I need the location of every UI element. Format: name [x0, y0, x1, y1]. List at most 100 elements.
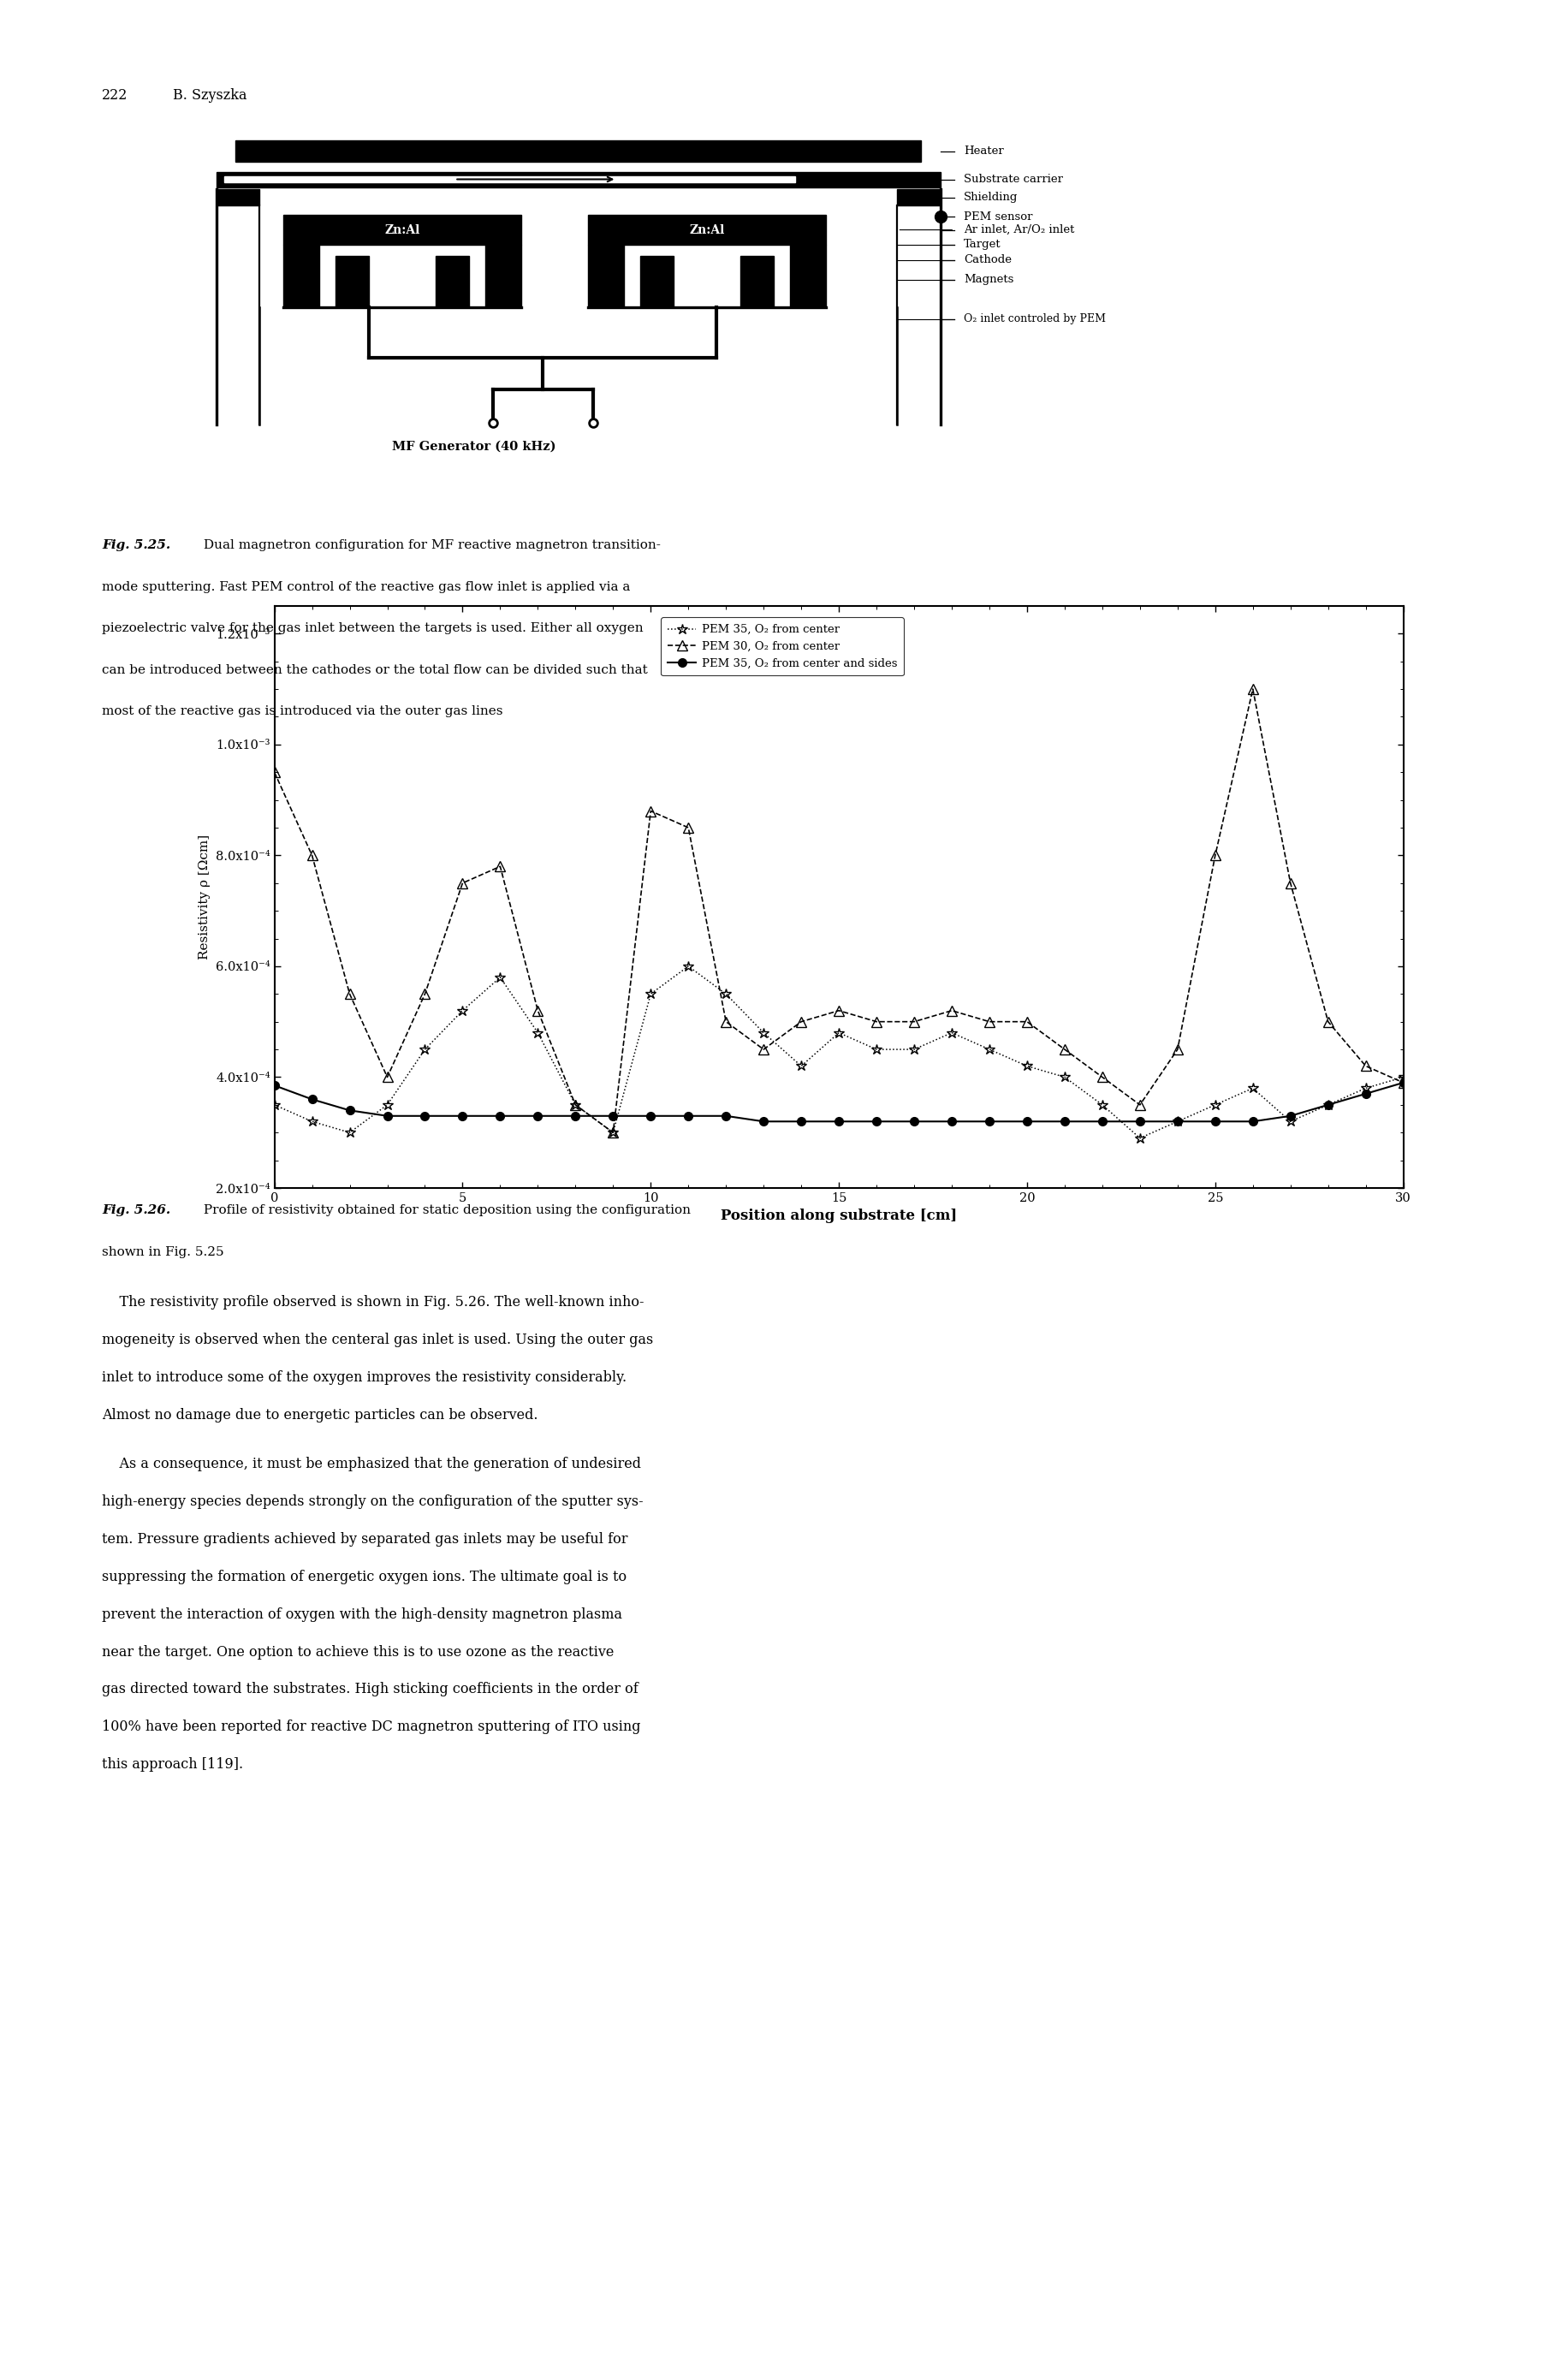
PEM 30, O₂ from center: [528, 996, 547, 1024]
X-axis label: Position along substrate [cm]: Position along substrate [cm]: [721, 1209, 956, 1224]
PEM 35, O₂ from center: [1168, 1107, 1187, 1136]
PEM 30, O₂ from center: [1206, 841, 1225, 870]
PEM 35, O₂ from center and sides: [1206, 1107, 1225, 1136]
PEM 30, O₂ from center: [1319, 1007, 1338, 1036]
PEM 35, O₂ from center: [1206, 1091, 1225, 1119]
PEM 35, O₂ from center: [453, 996, 472, 1024]
PEM 35, O₂ from center: [416, 1036, 434, 1064]
PEM 30, O₂ from center: [1131, 1091, 1149, 1119]
Text: mode sputtering. Fast PEM control of the reactive gas flow inlet is applied via : mode sputtering. Fast PEM control of the…: [102, 582, 630, 594]
Text: Magnets: Magnets: [964, 273, 1014, 285]
PEM 35, O₂ from center and sides: [1356, 1079, 1375, 1107]
Text: Shielding: Shielding: [964, 192, 1018, 202]
PEM 35, O₂ from center and sides: [679, 1102, 698, 1131]
Text: mogeneity is observed when the centeral gas inlet is used. Using the outer gas: mogeneity is observed when the centeral …: [102, 1333, 654, 1347]
PEM 35, O₂ from center: [566, 1091, 585, 1119]
PEM 35, O₂ from center: [528, 1019, 547, 1048]
PEM 35, O₂ from center: [378, 1091, 397, 1119]
Text: high-energy species depends strongly on the configuration of the sputter sys-: high-energy species depends strongly on …: [102, 1495, 643, 1509]
Text: Ar inlet, Ar/O₂ inlet: Ar inlet, Ar/O₂ inlet: [964, 223, 1074, 235]
Line: PEM 35, O₂ from center and sides: PEM 35, O₂ from center and sides: [270, 1079, 1408, 1126]
PEM 30, O₂ from center: [566, 1091, 585, 1119]
PEM 30, O₂ from center: [1093, 1062, 1112, 1091]
PEM 30, O₂ from center: [265, 758, 284, 786]
PEM 30, O₂ from center: [1394, 1069, 1413, 1098]
Bar: [485, 245, 521, 307]
Text: piezoelectric valve for the gas inlet between the targets is used. Either all ox: piezoelectric valve for the gas inlet be…: [102, 623, 643, 634]
PEM 30, O₂ from center: [378, 1062, 397, 1091]
PEM 35, O₂ from center: [792, 1053, 811, 1081]
PEM 35, O₂ from center and sides: [1281, 1102, 1300, 1131]
PEM 30, O₂ from center: [1356, 1053, 1375, 1081]
Bar: [740, 257, 773, 307]
PEM 35, O₂ from center and sides: [942, 1107, 961, 1136]
PEM 35, O₂ from center and sides: [1243, 1107, 1262, 1136]
PEM 35, O₂ from center and sides: [980, 1107, 999, 1136]
PEM 35, O₂ from center: [303, 1107, 321, 1136]
PEM 35, O₂ from center: [1093, 1091, 1112, 1119]
PEM 35, O₂ from center and sides: [792, 1107, 811, 1136]
PEM 35, O₂ from center and sides: [491, 1102, 510, 1131]
Bar: [588, 245, 624, 307]
Text: Fig. 5.26.: Fig. 5.26.: [102, 1205, 171, 1217]
PEM 30, O₂ from center: [1168, 1036, 1187, 1064]
PEM 35, O₂ from center and sides: [604, 1102, 622, 1131]
PEM 35, O₂ from center: [1394, 1062, 1413, 1091]
PEM 35, O₂ from center: [1243, 1074, 1262, 1102]
Text: near the target. One option to achieve this is to use ozone as the reactive: near the target. One option to achieve t…: [102, 1644, 615, 1658]
PEM 35, O₂ from center and sides: [1131, 1107, 1149, 1136]
PEM 35, O₂ from center and sides: [754, 1107, 773, 1136]
PEM 30, O₂ from center: [942, 996, 961, 1024]
PEM 30, O₂ from center: [754, 1036, 773, 1064]
Text: Profile of resistivity obtained for static deposition using the configuration: Profile of resistivity obtained for stat…: [199, 1205, 690, 1217]
PEM 30, O₂ from center: [1281, 870, 1300, 898]
Text: B. Szyszka: B. Szyszka: [172, 88, 246, 102]
Text: 222: 222: [102, 88, 129, 102]
Text: this approach [119].: this approach [119].: [102, 1758, 243, 1772]
Y-axis label: Resistivity ρ [Ωcm]: Resistivity ρ [Ωcm]: [199, 834, 212, 960]
PEM 35, O₂ from center: [867, 1036, 886, 1064]
Text: tem. Pressure gradients achieved by separated gas inlets may be useful for: tem. Pressure gradients achieved by sepa…: [102, 1533, 627, 1547]
Text: O₂ inlet controled by PEM: O₂ inlet controled by PEM: [964, 314, 1105, 326]
PEM 30, O₂ from center: [453, 870, 472, 898]
Text: Substrate carrier: Substrate carrier: [964, 173, 1063, 185]
PEM 35, O₂ from center: [265, 1091, 284, 1119]
PEM 35, O₂ from center: [980, 1036, 999, 1064]
Bar: [216, 171, 941, 188]
Text: Zn:Al: Zn:Al: [384, 223, 420, 235]
PEM 35, O₂ from center and sides: [528, 1102, 547, 1131]
PEM 30, O₂ from center: [491, 853, 510, 881]
PEM 35, O₂ from center and sides: [1055, 1107, 1074, 1136]
Bar: [284, 245, 320, 307]
PEM 35, O₂ from center and sides: [641, 1102, 660, 1131]
PEM 35, O₂ from center: [1055, 1062, 1074, 1091]
Text: The resistivity profile observed is shown in Fig. 5.26. The well-known inho-: The resistivity profile observed is show…: [102, 1295, 644, 1309]
Bar: [640, 257, 674, 307]
PEM 30, O₂ from center: [905, 1007, 924, 1036]
PEM 30, O₂ from center: [604, 1119, 622, 1148]
Text: inlet to introduce some of the oxygen improves the resistivity considerably.: inlet to introduce some of the oxygen im…: [102, 1371, 627, 1385]
Bar: [897, 190, 941, 204]
PEM 35, O₂ from center and sides: [340, 1095, 359, 1124]
Bar: [284, 214, 521, 245]
Line: PEM 35, O₂ from center: PEM 35, O₂ from center: [270, 960, 1408, 1143]
PEM 35, O₂ from center and sides: [717, 1102, 735, 1131]
PEM 35, O₂ from center and sides: [1168, 1107, 1187, 1136]
Text: can be introduced between the cathodes or the total flow can be divided such tha: can be introduced between the cathodes o…: [102, 663, 648, 677]
PEM 30, O₂ from center: [679, 813, 698, 841]
Text: Heater: Heater: [964, 145, 1004, 157]
PEM 35, O₂ from center: [1281, 1107, 1300, 1136]
PEM 35, O₂ from center: [340, 1119, 359, 1148]
Bar: [224, 176, 795, 183]
PEM 30, O₂ from center: [340, 979, 359, 1007]
PEM 35, O₂ from center and sides: [1093, 1107, 1112, 1136]
PEM 35, O₂ from center and sides: [1394, 1069, 1413, 1098]
PEM 35, O₂ from center and sides: [1319, 1091, 1338, 1119]
PEM 30, O₂ from center: [867, 1007, 886, 1036]
Bar: [235, 140, 920, 162]
Text: suppressing the formation of energetic oxygen ions. The ultimate goal is to: suppressing the formation of energetic o…: [102, 1571, 627, 1585]
PEM 35, O₂ from center and sides: [829, 1107, 848, 1136]
PEM 30, O₂ from center: [416, 979, 434, 1007]
PEM 35, O₂ from center: [604, 1119, 622, 1148]
Text: prevent the interaction of oxygen with the high-density magnetron plasma: prevent the interaction of oxygen with t…: [102, 1606, 622, 1623]
